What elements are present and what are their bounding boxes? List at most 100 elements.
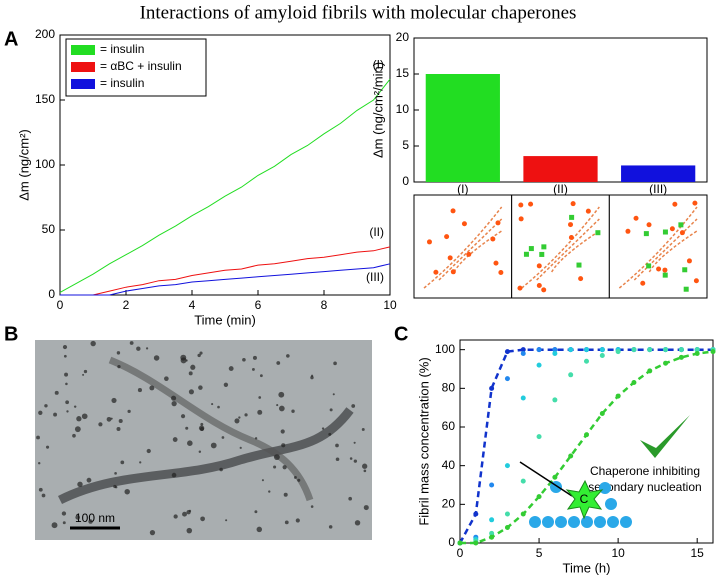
y-tick-label: 0 [448,535,455,549]
bar [621,165,696,182]
data-point [568,372,574,378]
particle [65,382,68,386]
monomer [646,222,652,228]
particle [225,519,228,522]
particle [111,397,117,404]
monomer [498,269,504,275]
particle [136,346,141,351]
data-point [504,511,510,517]
particle [90,340,96,347]
data-point [599,347,605,353]
x-tick-label: 0 [57,298,64,312]
particle [335,457,340,462]
particle [354,520,361,526]
monomer [679,230,685,236]
data-point [710,349,716,355]
particle [242,357,246,362]
particle [127,409,131,414]
monomer [518,216,524,222]
particle [361,427,365,431]
data-point [504,463,510,469]
checkmark [640,415,690,458]
monomer [568,222,574,228]
particle [210,442,217,449]
particle [268,490,271,493]
y-tick-label: 5 [402,138,409,152]
legend-label: = αBC + insulin [100,59,182,73]
y-tick-label: 200 [35,27,55,41]
x-tick-label: (I) [457,182,468,196]
particle [73,405,77,408]
y-axis-label: Δm (ng/cm²/min) [370,62,385,158]
data-point [599,410,605,416]
particle [86,477,92,483]
x-tick-label: 10 [383,298,397,312]
monomer [536,283,542,289]
particle [137,388,142,393]
particle [120,460,125,465]
fibril [453,230,503,273]
particle [197,353,201,358]
particle [281,443,286,448]
chaperone [646,263,652,269]
particle [217,405,220,409]
particle [116,351,121,355]
legend-swatch [71,45,95,55]
particle [353,441,356,444]
particle [198,450,202,454]
x-tick-label: 8 [321,298,328,312]
particle [328,525,333,529]
particle [278,391,285,398]
particle [199,426,205,432]
particle [310,375,314,380]
particle [329,408,333,412]
fibril [536,218,600,281]
particle [171,395,177,401]
data-point [631,380,637,386]
monomer [536,263,542,269]
data-point [536,347,542,353]
data-point [663,360,669,366]
particle [186,527,193,534]
chaperone [539,251,545,257]
particle [362,463,368,469]
series-line [59,78,391,293]
x-axis-label: Time (h) [563,560,611,575]
fibril [108,356,314,502]
monomer [426,239,432,245]
particle [185,426,189,430]
monomer [672,201,678,207]
data-point [489,534,495,540]
y-axis-label: Δm (ng/cm²) [16,129,31,201]
particle [54,390,59,395]
chaperone [523,251,529,257]
y-tick-label: 0 [48,287,55,301]
particle [244,413,248,417]
y-tick-label: 20 [442,497,456,511]
chaperone [643,231,649,237]
fibril [521,206,600,289]
particle [328,432,332,436]
monomer [570,201,576,207]
particle [254,437,258,440]
particle [53,412,58,417]
legend-label: = insulin [100,42,144,56]
monomer-sphere [605,498,617,510]
monomer [447,255,453,261]
panel-label: B [4,323,18,345]
monomer-sphere [599,482,611,494]
particle [259,374,263,378]
y-tick-label: 20 [396,30,410,44]
data-point [520,395,526,401]
data-point [457,540,463,546]
monomer [517,285,523,291]
data-point [473,540,479,546]
scale-bar-label: 100 nm [75,511,115,525]
data-point [647,368,653,374]
monomer-sphere [529,516,541,528]
chaperone [683,286,689,292]
data-point [647,347,653,353]
monomer-sphere [581,516,593,528]
monomer-sphere [594,516,606,528]
x-tick-label: 10 [611,546,625,560]
